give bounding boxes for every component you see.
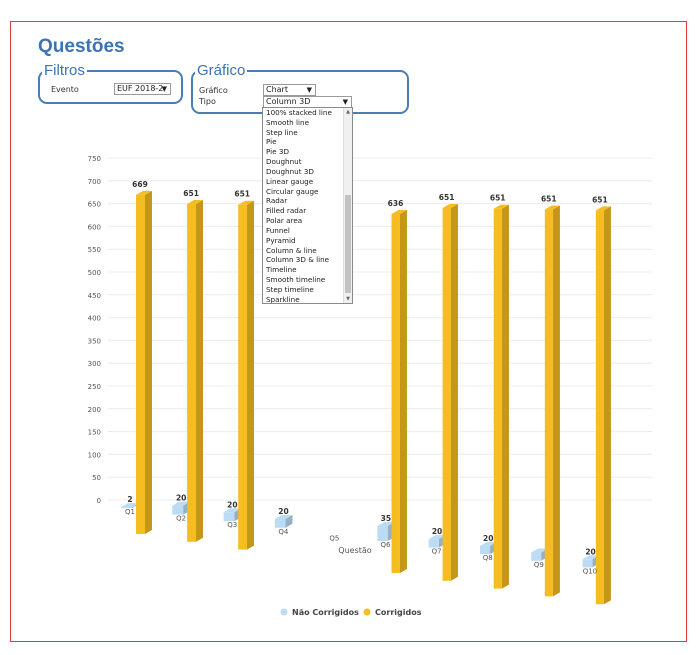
y-tick-label: 550 bbox=[88, 246, 101, 254]
tipo-option[interactable]: Doughnut bbox=[266, 157, 302, 167]
data-label-nao-corrigidos: 2 bbox=[127, 495, 132, 504]
filtros-legend: Filtros bbox=[44, 62, 85, 79]
bar-corrigidos[interactable] bbox=[544, 205, 560, 597]
x-axis-title: Questão bbox=[338, 546, 371, 555]
x-tick-label: Q9 bbox=[534, 561, 544, 569]
bar-corrigidos[interactable] bbox=[595, 206, 611, 605]
y-tick-label: 450 bbox=[88, 292, 101, 300]
bar-corrigidos[interactable] bbox=[136, 190, 152, 534]
x-tick-label: Q6 bbox=[381, 541, 392, 549]
y-tick-label: 50 bbox=[92, 474, 101, 482]
legend-item-label[interactable]: Corrigidos bbox=[375, 608, 422, 617]
tipo-option[interactable]: Step timeline bbox=[266, 284, 314, 294]
data-label-nao-corrigidos: 20 bbox=[483, 534, 493, 543]
legend-item-label[interactable]: Não Corrigidos bbox=[292, 608, 359, 617]
grafico-select-value: Chart bbox=[266, 85, 288, 94]
y-tick-label: 750 bbox=[88, 155, 101, 163]
tipo-option[interactable]: Radar bbox=[266, 196, 288, 206]
tipo-option[interactable]: Smooth line bbox=[266, 117, 309, 127]
x-tick-label: Q2 bbox=[176, 515, 186, 523]
data-label-nao-corrigidos: 35 bbox=[381, 514, 391, 523]
tipo-option[interactable]: Smooth timeline bbox=[266, 275, 326, 285]
y-tick-label: 100 bbox=[88, 451, 101, 459]
evento-select[interactable]: EUF 2018-2 ▼ bbox=[114, 83, 171, 95]
content-frame bbox=[10, 21, 687, 642]
y-tick-label: 400 bbox=[88, 315, 101, 323]
tipo-option[interactable]: Doughnut 3D bbox=[266, 166, 314, 176]
x-tick-label: Q7 bbox=[432, 548, 442, 556]
tipo-option[interactable]: Column 3D & line bbox=[266, 255, 330, 265]
tipo-option[interactable]: Sparkline bbox=[266, 294, 300, 304]
y-tick-label: 700 bbox=[88, 178, 101, 186]
evento-label: Evento bbox=[51, 85, 79, 94]
bar-corrigidos[interactable] bbox=[493, 204, 509, 589]
filtros-panel: Filtros bbox=[38, 62, 183, 104]
chevron-down-icon: ▼ bbox=[161, 85, 167, 93]
tipo-option[interactable]: Timeline bbox=[266, 265, 297, 275]
tipo-dropdown-list[interactable]: 100% stacked line Smooth line Step line Pie… bbox=[262, 107, 353, 304]
data-label-nao-corrigidos: 20 bbox=[176, 494, 186, 503]
legend-swatch bbox=[363, 608, 371, 616]
legend-swatch bbox=[280, 608, 288, 616]
scroll-up-icon[interactable]: ▲ bbox=[346, 109, 350, 115]
data-label-corrigidos: 651 bbox=[183, 189, 199, 198]
tipo-label: Tipo bbox=[199, 97, 216, 106]
page-title: Questões bbox=[38, 36, 125, 57]
x-tick-label: Q10 bbox=[583, 567, 597, 575]
y-tick-label: 650 bbox=[88, 201, 101, 209]
tipo-option[interactable]: Column & line bbox=[266, 245, 317, 255]
scrollbar-thumb[interactable] bbox=[345, 195, 351, 293]
bar-nao-corrigidos[interactable] bbox=[274, 515, 293, 528]
tipo-option[interactable]: Circular gauge bbox=[266, 186, 319, 196]
grafico-select[interactable]: Chart ▼ bbox=[263, 84, 316, 96]
tipo-option[interactable]: Filled radar bbox=[266, 206, 307, 216]
bar-corrigidos[interactable] bbox=[442, 203, 458, 581]
tipo-option[interactable]: 100% stacked line bbox=[266, 108, 332, 117]
x-tick-label: Q8 bbox=[483, 554, 493, 562]
y-tick-label: 350 bbox=[88, 337, 101, 345]
data-label-corrigidos: 636 bbox=[388, 199, 404, 208]
data-label-corrigidos: 651 bbox=[234, 190, 250, 199]
chevron-down-icon: ▼ bbox=[342, 98, 348, 106]
data-label-nao-corrigidos: 20 bbox=[278, 507, 288, 516]
tipo-option[interactable]: Pie 3D bbox=[266, 147, 289, 157]
tipo-option[interactable]: Pie bbox=[266, 137, 277, 147]
tipo-option[interactable]: Step line bbox=[266, 127, 298, 137]
tipo-option[interactable]: Linear gauge bbox=[266, 176, 314, 186]
data-label-corrigidos: 651 bbox=[490, 194, 506, 203]
tipo-options: 100% stacked line Smooth line Step line Pie… bbox=[263, 108, 352, 304]
x-tick-label: Q3 bbox=[227, 521, 237, 529]
data-label-nao-corrigidos: 20 bbox=[432, 527, 442, 536]
grafico-label: Gráfico bbox=[199, 86, 228, 95]
dropdown-scrollbar[interactable]: ▲ ▼ bbox=[343, 108, 352, 303]
y-tick-label: 150 bbox=[88, 429, 101, 437]
y-tick-label: 250 bbox=[88, 383, 101, 391]
x-tick-label: Q1 bbox=[125, 508, 135, 516]
bar-corrigidos[interactable] bbox=[187, 199, 203, 542]
scroll-down-icon[interactable]: ▼ bbox=[346, 296, 350, 302]
y-tick-label: 0 bbox=[97, 497, 101, 505]
evento-select-value: EUF 2018-2 bbox=[117, 84, 164, 93]
data-label-corrigidos: 651 bbox=[592, 195, 608, 204]
bar-corrigidos[interactable] bbox=[238, 200, 254, 550]
data-label-corrigidos: 651 bbox=[439, 193, 455, 202]
data-label-corrigidos: 651 bbox=[541, 195, 557, 204]
x-tick-label: Q4 bbox=[278, 528, 289, 536]
y-tick-label: 300 bbox=[88, 360, 101, 368]
y-tick-label: 500 bbox=[88, 269, 101, 277]
bar-corrigidos[interactable] bbox=[391, 209, 407, 573]
tipo-select-value: Column 3D bbox=[266, 97, 311, 106]
chevron-down-icon: ▼ bbox=[306, 86, 312, 94]
tipo-option[interactable]: Pyramid bbox=[266, 235, 296, 245]
tipo-option[interactable]: Polar area bbox=[266, 216, 303, 226]
data-label-nao-corrigidos: 20 bbox=[585, 547, 595, 556]
y-tick-label: 600 bbox=[88, 223, 101, 231]
data-label-nao-corrigidos: 20 bbox=[227, 500, 237, 509]
tipo-option[interactable]: Funnel bbox=[266, 225, 290, 235]
data-label-corrigidos: 669 bbox=[132, 180, 148, 189]
x-tick-label: Q5 bbox=[329, 534, 339, 542]
y-tick-label: 200 bbox=[88, 406, 101, 414]
grafico-legend: Gráfico bbox=[197, 62, 246, 79]
